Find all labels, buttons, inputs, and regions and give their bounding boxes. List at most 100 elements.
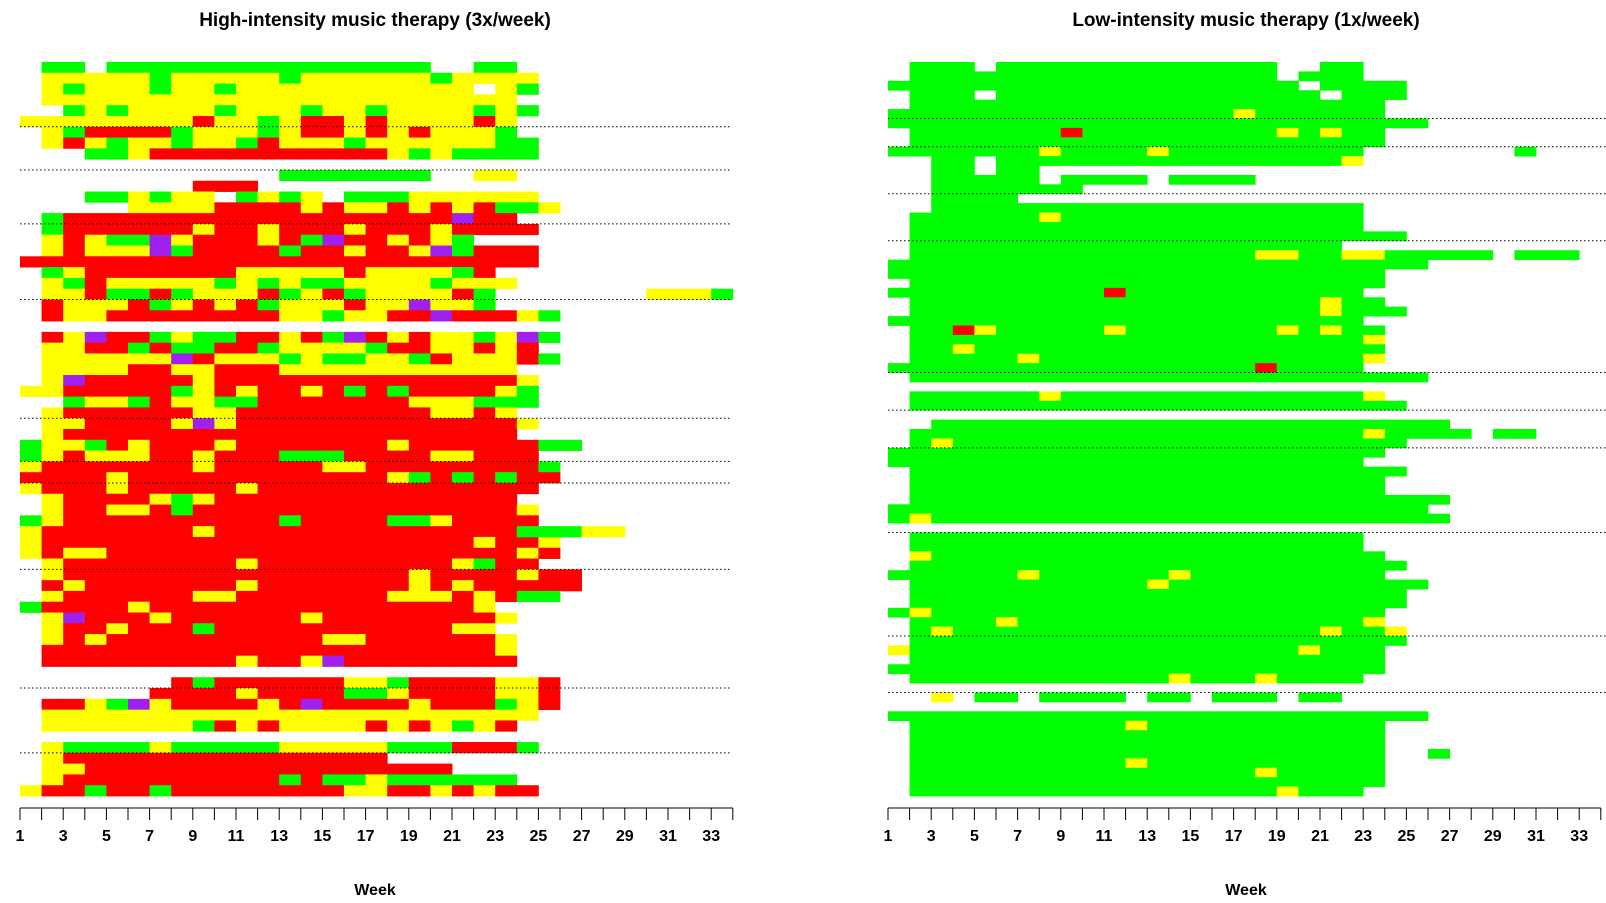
cell <box>1212 269 1234 279</box>
cell <box>996 278 1018 289</box>
cell <box>1147 372 1170 383</box>
cell <box>996 626 1018 637</box>
cell <box>149 472 172 484</box>
cell <box>1125 306 1148 317</box>
cell <box>952 400 975 411</box>
cell <box>1471 250 1494 261</box>
cell <box>63 612 86 624</box>
cell <box>1060 588 1083 599</box>
cell <box>279 169 302 182</box>
cell <box>84 72 107 84</box>
cell <box>668 288 690 300</box>
cell <box>1255 758 1278 769</box>
cell <box>408 299 431 311</box>
cell <box>952 146 975 157</box>
cell <box>1082 504 1105 515</box>
cell <box>909 570 932 580</box>
cell <box>495 310 518 322</box>
x-axis-label-low-intensity: Week <box>1225 882 1267 899</box>
cell <box>257 493 280 505</box>
cell <box>430 202 453 214</box>
cell <box>257 547 280 559</box>
cell <box>1320 353 1342 364</box>
cell <box>128 461 150 473</box>
cell <box>1017 156 1040 166</box>
cell <box>1017 278 1040 289</box>
cell <box>1233 739 1256 750</box>
cell <box>192 504 215 516</box>
cell <box>1147 636 1170 646</box>
cell <box>452 623 474 635</box>
cell <box>1320 212 1342 223</box>
cell <box>214 774 237 786</box>
cell <box>1039 626 1062 637</box>
cell <box>1168 739 1191 750</box>
cell <box>1212 344 1234 355</box>
cell <box>1082 692 1105 703</box>
cell <box>1168 372 1191 383</box>
cell <box>996 90 1018 101</box>
cell <box>1298 287 1321 298</box>
cell <box>84 644 107 657</box>
cell <box>344 601 366 613</box>
cell <box>1363 127 1386 138</box>
cell <box>344 353 366 365</box>
cell <box>1082 673 1105 684</box>
cell <box>1320 720 1342 731</box>
cell <box>1255 494 1278 505</box>
cell <box>1341 334 1364 345</box>
cell <box>408 634 431 646</box>
cell <box>452 688 474 700</box>
cell <box>1125 466 1148 477</box>
cell <box>909 240 932 251</box>
cell <box>236 407 258 419</box>
cell <box>171 83 194 95</box>
x-tick-label: 5 <box>102 828 111 845</box>
cell <box>344 137 366 149</box>
cell <box>1341 250 1364 261</box>
cell <box>1082 156 1105 166</box>
cell <box>974 720 997 731</box>
cell <box>84 407 107 419</box>
cell <box>1039 146 1062 157</box>
cell <box>1363 372 1386 383</box>
cell <box>41 429 64 441</box>
cell <box>1298 240 1321 251</box>
cell <box>408 472 431 484</box>
cell <box>84 493 107 505</box>
cell <box>1147 269 1170 279</box>
cell <box>452 504 474 516</box>
cell <box>974 278 997 289</box>
cell <box>279 299 302 311</box>
cell <box>931 532 954 543</box>
cell <box>1341 636 1364 646</box>
cell <box>257 202 280 214</box>
cell <box>322 342 345 354</box>
cell <box>84 342 107 354</box>
cell <box>387 461 410 473</box>
cell <box>931 673 954 684</box>
cell <box>996 80 1018 91</box>
cell <box>408 407 431 419</box>
cell <box>1039 62 1062 72</box>
cell <box>1212 203 1234 213</box>
cell <box>1104 80 1126 91</box>
cell <box>214 353 237 365</box>
cell <box>41 385 64 398</box>
cell <box>931 363 954 373</box>
cell <box>1276 203 1299 213</box>
cell <box>236 310 258 322</box>
cell <box>365 601 388 613</box>
cell <box>974 316 997 326</box>
cell <box>192 752 215 765</box>
cell <box>1276 466 1299 477</box>
cell <box>430 580 453 592</box>
cell <box>909 466 932 477</box>
cell <box>1212 748 1234 759</box>
cell <box>300 267 323 279</box>
cell <box>430 569 453 581</box>
cell <box>1255 560 1278 571</box>
cell <box>1190 579 1213 590</box>
cell <box>1060 626 1083 637</box>
cell <box>322 223 345 236</box>
